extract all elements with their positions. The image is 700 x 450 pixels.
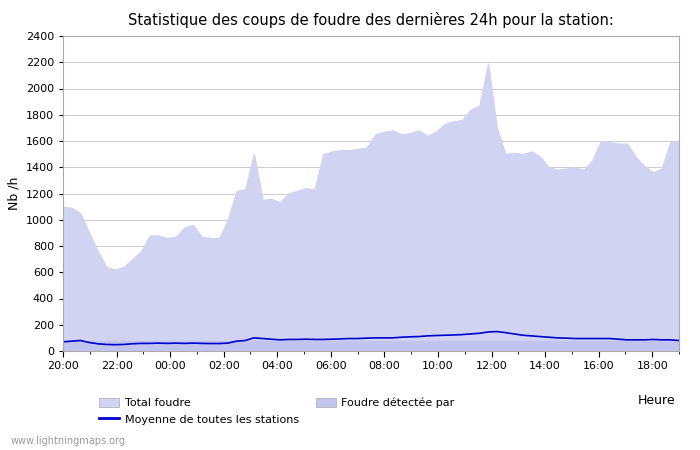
Moyenne de toutes les stations [493,329,501,334]
Moyenne de toutes les stations [675,338,683,343]
Moyenne de toutes les stations [59,339,67,345]
Line: Moyenne de toutes les stations: Moyenne de toutes les stations [63,332,679,345]
Legend: Total foudre, Moyenne de toutes les stations, Foudre détectée par: Total foudre, Moyenne de toutes les stat… [99,397,454,425]
Moyenne de toutes les stations [458,332,466,338]
Y-axis label: Nb /h: Nb /h [7,177,20,210]
Text: Heure: Heure [638,394,676,407]
Moyenne de toutes les stations [640,337,648,342]
Title: Statistique des coups de foudre des dernières 24h pour la station:: Statistique des coups de foudre des dern… [128,12,614,28]
Moyenne de toutes les stations [154,341,162,346]
Moyenne de toutes les stations [484,329,492,335]
Moyenne de toutes les stations [414,334,423,339]
Text: www.lightningmaps.org: www.lightningmaps.org [10,436,125,446]
Moyenne de toutes les stations [276,337,284,342]
Moyenne de toutes les stations [111,342,119,347]
